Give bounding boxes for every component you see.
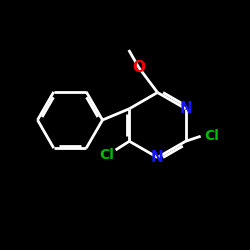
Text: N: N xyxy=(179,101,192,116)
Text: Cl: Cl xyxy=(204,129,219,143)
Text: Cl: Cl xyxy=(100,148,114,162)
Text: O: O xyxy=(132,60,145,75)
Text: N: N xyxy=(151,150,164,165)
